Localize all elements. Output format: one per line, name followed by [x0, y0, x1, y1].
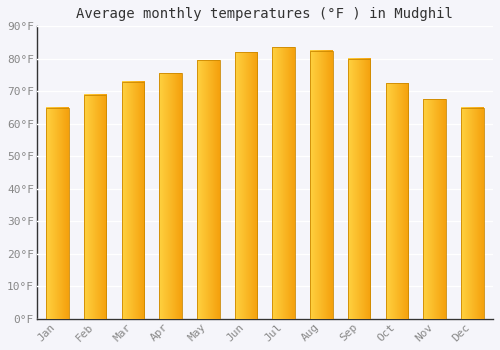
Bar: [234, 52, 258, 319]
Bar: [46, 107, 69, 319]
Bar: [424, 99, 446, 319]
Bar: [122, 82, 144, 319]
Bar: [84, 94, 106, 319]
Title: Average monthly temperatures (°F ) in Mudghil: Average monthly temperatures (°F ) in Mu…: [76, 7, 454, 21]
Bar: [272, 47, 295, 319]
Bar: [461, 107, 483, 319]
Bar: [310, 51, 333, 319]
Bar: [160, 74, 182, 319]
Bar: [386, 83, 408, 319]
Bar: [348, 59, 370, 319]
Bar: [197, 61, 220, 319]
